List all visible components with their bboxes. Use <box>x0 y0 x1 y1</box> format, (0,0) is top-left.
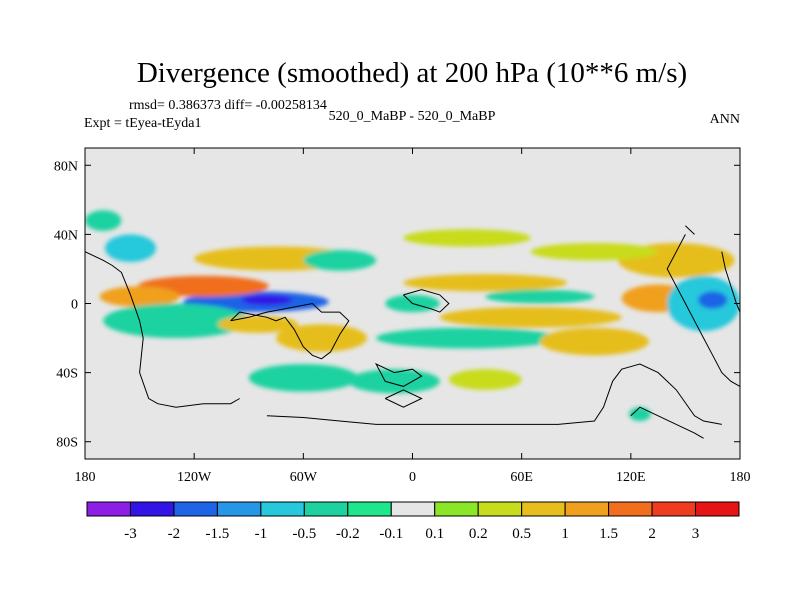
coastline-2 <box>374 362 423 387</box>
contour-fill-layer <box>85 210 740 421</box>
contour-region-1 <box>241 294 293 306</box>
colorbar-swatch-5 <box>303 501 349 517</box>
coastline-3 <box>384 389 423 408</box>
colorbar-swatch-7 <box>390 501 436 517</box>
colorbar: -3 -2 -1.5 -1 -0.5 -0.2 -0.1 0.1 0.2 0.5 1 1.5 2 3 <box>86 501 740 542</box>
expt-label: Expt = tEyea-tEyda1 <box>84 116 202 131</box>
colorbar-swatch-2 <box>173 501 218 517</box>
x-tick-label-5: 120E <box>616 470 646 485</box>
contour-region-22 <box>448 369 522 390</box>
y-tick-label-3: 40S <box>56 367 78 382</box>
colorbar-swatch-8 <box>434 501 479 517</box>
x-tick-label-6: 180 <box>730 470 751 485</box>
contour-region-6 <box>103 303 249 339</box>
coastline-8 <box>685 225 695 235</box>
chart-title: Divergence (smoothed) at 200 hPa (10**6 … <box>137 57 687 89</box>
colorbar-label-13: 3 <box>692 526 700 542</box>
colorbar-label-7: 0.1 <box>425 526 444 542</box>
stats-label: rmsd= 0.386373 diff= -0.00258134 <box>129 98 327 113</box>
y-tick-label-4: 80S <box>56 436 78 451</box>
coastline-5 <box>666 234 740 387</box>
x-tick-label-0: 180 <box>75 470 96 485</box>
colorbar-label-9: 0.5 <box>512 526 531 542</box>
contour-region-25 <box>403 229 531 247</box>
coastline-1 <box>230 302 350 360</box>
colorbar-label-5: -0.2 <box>336 526 360 542</box>
contour-region-20 <box>248 363 358 392</box>
coastline-6 <box>721 251 740 313</box>
x-tick-label-3: 0 <box>409 470 416 485</box>
colorbar-label-4: -0.5 <box>292 526 316 542</box>
colorbar-swatch-1 <box>129 501 175 517</box>
colorbar-swatch-10 <box>521 501 566 517</box>
colorbar-label-11: 1.5 <box>599 526 618 542</box>
contour-region-8 <box>276 324 368 352</box>
contour-region-14 <box>376 327 559 349</box>
colorbar-label-1: -2 <box>168 526 181 542</box>
colorbar-label-2: -1.5 <box>206 526 230 542</box>
x-tick-label-4: 60E <box>510 470 533 485</box>
coastline-4 <box>266 363 722 425</box>
colorbar-label-10: 1 <box>561 526 569 542</box>
contour-region-24 <box>85 210 122 231</box>
x-tick-label-2: 60W <box>290 470 318 485</box>
colorbar-swatch-12 <box>608 501 653 517</box>
contour-region-12 <box>439 306 622 328</box>
season-label: ANN <box>710 112 740 127</box>
colorbar-swatch-3 <box>216 501 262 517</box>
contour-region-15 <box>539 327 650 356</box>
contour-region-18 <box>698 291 728 309</box>
colorbar-swatch-13 <box>651 501 697 517</box>
y-tick-label-1: 40N <box>54 228 78 243</box>
y-tick-label-2: 0 <box>71 298 78 313</box>
contour-region-26 <box>629 407 651 421</box>
colorbar-label-8: 0.2 <box>469 526 488 542</box>
colorbar-label-6: -0.1 <box>379 526 403 542</box>
contour-region-21 <box>348 369 440 394</box>
case-label: 520_0_MaBP - 520_0_MaBP <box>329 109 496 124</box>
coastline-0 <box>85 251 240 408</box>
coastline-9 <box>630 406 704 439</box>
contour-region-13 <box>485 289 595 304</box>
colorbar-swatch-4 <box>260 501 305 517</box>
colorbar-label-3: -1 <box>255 526 268 542</box>
colorbar-label-0: -3 <box>124 526 137 542</box>
colorbar-swatch-6 <box>347 501 392 517</box>
coastline-layer <box>85 225 740 439</box>
contour-region-4 <box>99 286 180 307</box>
colorbar-label-12: 2 <box>648 526 656 542</box>
contour-region-9 <box>303 249 377 271</box>
contour-region-5 <box>105 234 156 263</box>
contour-region-23 <box>530 243 659 261</box>
contour-region-11 <box>403 274 568 292</box>
colorbar-swatch-14 <box>695 501 740 517</box>
colorbar-swatch-9 <box>477 501 523 517</box>
y-tick-label-0: 80N <box>54 159 78 174</box>
axis-ticks: 180 120W 60W 0 60E 120E 180 80N 40N 0 40S 80S <box>54 148 751 485</box>
x-tick-label-1: 120W <box>177 470 212 485</box>
colorbar-swatch-11 <box>564 501 610 517</box>
coastline-7 <box>403 289 450 313</box>
colorbar-swatch-0 <box>86 501 131 517</box>
